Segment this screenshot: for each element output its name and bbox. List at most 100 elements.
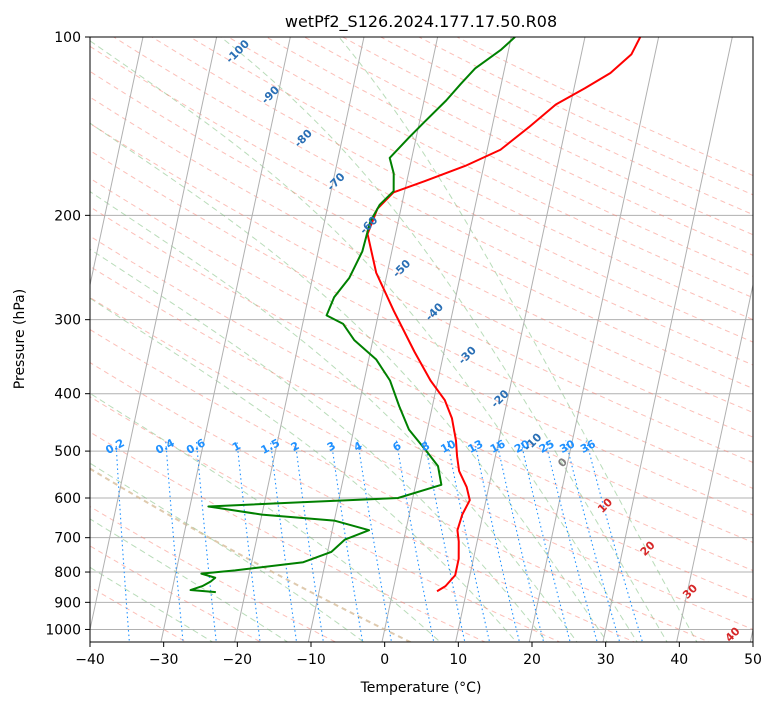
- isotherm-line: [90, 37, 218, 632]
- dry-adiabat-line: [90, 177, 753, 516]
- dry-adiabat-label: -30: [456, 344, 479, 367]
- isotherm-line: [160, 37, 291, 642]
- dry-adiabat-line: [90, 328, 711, 642]
- x-tick-label: 40: [670, 652, 688, 668]
- mixing-ratio-line: [269, 440, 298, 642]
- moist-adiabat-line: [90, 462, 365, 642]
- mixing-ratio-line: [474, 440, 520, 642]
- x-axis-ticks: −40 −30 −20 −10 0 10 20 30 40 50: [75, 642, 762, 668]
- y-tick-label: 100: [54, 30, 81, 46]
- dry-adiabat-line: [227, 37, 753, 299]
- mixing-ratio-label: 16: [488, 437, 508, 456]
- mixing-ratio-line: [496, 440, 545, 642]
- dry-adiabat-line: [90, 431, 487, 642]
- mixing-ratio-line: [165, 440, 184, 642]
- x-axis-label: Temperature (°C): [360, 680, 482, 696]
- mixing-ratio-line: [236, 440, 261, 642]
- dry-adiabat-line: [90, 206, 753, 543]
- dry-adiabat-label: -60: [357, 213, 380, 236]
- dry-adiabat-label: -80: [292, 127, 315, 150]
- dry-adiabat-line: [112, 37, 753, 366]
- dry-adiabat-label: -100: [223, 37, 252, 66]
- y-tick-label: 600: [54, 491, 81, 507]
- dry-adiabat-line: [90, 45, 753, 390]
- y-tick-label: 400: [54, 387, 81, 403]
- x-tick-label: 30: [597, 652, 615, 668]
- moist-adiabat-line: [90, 40, 638, 642]
- mixing-ratio-label: 1: [230, 439, 243, 454]
- y-tick-label: 900: [54, 595, 81, 611]
- dry-adiabat-line: [379, 37, 753, 216]
- dry-adiabat-label: 20: [638, 538, 658, 558]
- dry-adiabat-line: [341, 37, 753, 236]
- isotherm-line: [307, 37, 439, 642]
- dry-adiabat-line: [150, 37, 753, 343]
- mixing-ratio-label: 6: [391, 439, 404, 454]
- profile-series: [189, 37, 642, 594]
- dry-adiabat-line: [90, 545, 262, 642]
- y-axis-ticks: 100 200 300 400 500 600 700 800 900 1000: [45, 30, 90, 638]
- dry-adiabat-line: [456, 37, 753, 177]
- dry-adiabat-line: [90, 361, 636, 642]
- isotherm-line: [90, 37, 144, 288]
- x-tick-label: −20: [223, 652, 253, 668]
- dry-adiabat-line: [90, 586, 188, 642]
- mixing-ratio-line: [565, 440, 621, 642]
- mixing-ratio-label: 8: [419, 439, 432, 454]
- y-tick-label: 1000: [45, 622, 81, 638]
- dry-adiabat-label: 30: [680, 581, 700, 601]
- x-tick-label: −40: [75, 652, 105, 668]
- y-tick-label: 300: [54, 313, 81, 329]
- mixing-ratio-label: 36: [578, 437, 598, 456]
- chart-title: wetPf2_S126.2024.177.17.50.R08: [285, 12, 557, 32]
- temperature-line: [366, 37, 642, 593]
- y-axis-label: Pressure (hPa): [12, 289, 28, 389]
- dry-adiabat-line: [90, 396, 561, 642]
- y-tick-label: 800: [54, 565, 81, 581]
- x-tick-label: 20: [523, 652, 541, 668]
- moist-adiabat-line: [220, 37, 668, 642]
- mixing-ratio-label: 30: [557, 437, 577, 456]
- y-tick-label: 700: [54, 531, 81, 547]
- mixing-ratio-label: 0.2: [103, 436, 126, 457]
- moist-adiabat-line: [90, 566, 214, 642]
- mixing-ratio-line: [357, 440, 393, 642]
- moist-adiabats: [90, 37, 698, 642]
- y-tick-label: 500: [54, 444, 81, 460]
- isotherm-line: [676, 282, 753, 642]
- dry-adiabat-line: [90, 265, 753, 601]
- dry-adiabat-line: [303, 37, 753, 256]
- x-tick-label: −30: [149, 652, 179, 668]
- dry-adiabat-line: [90, 235, 753, 572]
- moist-adiabat-line: [90, 518, 289, 642]
- dry-adiabat-line: [90, 96, 753, 438]
- mixing-ratio-line: [424, 440, 466, 642]
- mixing-ratio-label: 13: [466, 437, 486, 456]
- mixing-ratio-label: 4: [352, 439, 365, 454]
- mixing-ratio-label: 10: [438, 437, 458, 456]
- mixing-ratio-label: 3: [325, 439, 338, 454]
- mixing-ratio-label: 20: [512, 437, 532, 456]
- isotherm-line: [749, 627, 753, 642]
- dry-adiabat-label: -70: [324, 170, 347, 193]
- moist-adiabat-line: [90, 248, 548, 642]
- mixing-ratio-line: [544, 440, 598, 642]
- dry-adiabat-line: [90, 467, 413, 642]
- mixing-ratio-line: [195, 440, 217, 642]
- isotherm-line: [0, 24, 72, 654]
- mixing-ratio-lines: [115, 440, 644, 642]
- pressure-gridlines: [90, 37, 753, 630]
- dry-adiabats: [90, 37, 753, 642]
- dry-adiabat-line: [90, 149, 753, 489]
- mixing-ratio-line: [294, 440, 324, 642]
- reference-line-labels: 0.1 0.2 0.4 0.6 1 1.5 2 3 4 6 8 10 13 16 20 25 30 36-100-…: [103, 37, 743, 642]
- y-tick-label: 200: [54, 208, 81, 224]
- dry-adiabat-label: -50: [390, 257, 413, 280]
- dry-adiabat-line: [90, 70, 753, 414]
- x-tick-label: −10: [296, 652, 326, 668]
- moist-adiabat-line: [90, 392, 441, 642]
- isotherms: [0, 24, 753, 654]
- isotherm-line: [381, 37, 512, 642]
- mixing-ratio-label: 0.4: [153, 436, 177, 457]
